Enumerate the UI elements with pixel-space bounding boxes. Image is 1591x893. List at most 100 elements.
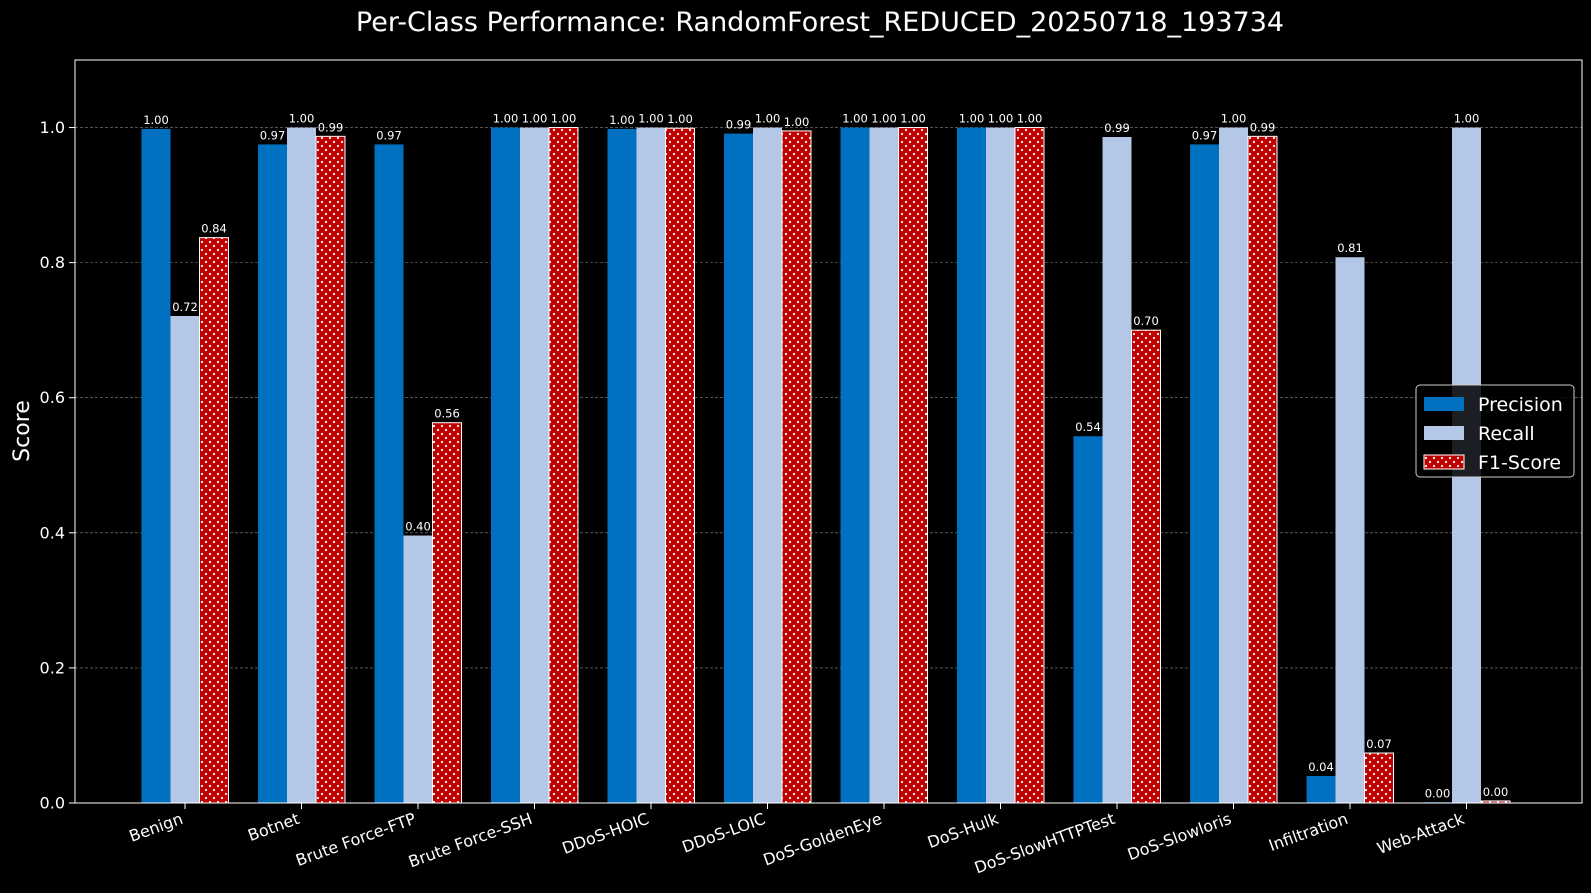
bar-precision-benign — [141, 128, 171, 803]
value-label: 1.00 — [900, 112, 926, 126]
x-tick-label: Infiltration — [1266, 809, 1350, 855]
legend-swatch — [1424, 397, 1464, 411]
value-label: 1.00 — [959, 112, 985, 126]
bar-precision-dos-goldeneye — [840, 127, 870, 803]
value-label: 1.00 — [609, 113, 635, 127]
y-tick-label: 0.8 — [40, 253, 65, 272]
value-label: 0.04 — [1308, 760, 1334, 774]
legend-label: Precision — [1478, 394, 1563, 416]
value-label: 0.00 — [1425, 786, 1451, 800]
bar-recall-botnet — [287, 127, 316, 803]
legend-swatch — [1423, 454, 1465, 470]
x-tick-label: Web-Attack — [1374, 809, 1467, 858]
x-tick-label: Brute Force-SSH — [406, 809, 535, 871]
bar-precision-infiltration — [1306, 775, 1336, 803]
x-tick-label: DoS-GoldenEye — [761, 809, 885, 870]
value-label: 1.00 — [1017, 112, 1043, 126]
bar-f1-score-brute-force-ssh — [548, 127, 579, 804]
bar-recall-dos-goldeneye — [869, 127, 899, 803]
bar-recall-ddos-hoic — [636, 127, 666, 803]
value-label: 0.99 — [318, 120, 344, 134]
value-label: 1.00 — [842, 112, 868, 126]
legend: Precision Recall F1-Score — [1415, 384, 1575, 478]
legend-label: Recall — [1478, 423, 1535, 445]
bar-f1-score-brute-force-ftp — [432, 422, 462, 804]
value-label: 0.99 — [726, 118, 752, 132]
bar-precision-botnet — [258, 144, 287, 803]
value-label: 0.84 — [201, 222, 227, 236]
x-tick-label: DoS-Hulk — [925, 809, 1002, 852]
bar-f1-score-benign — [199, 237, 229, 804]
value-label: 0.07 — [1366, 737, 1392, 751]
bar-recall-dos-hulk — [986, 127, 1015, 803]
value-label: 0.72 — [172, 300, 198, 314]
y-tick-label: 0.2 — [40, 658, 65, 677]
bar-precision-brute-force-ssh — [491, 127, 520, 803]
bar-recall-brute-force-ftp — [403, 535, 433, 803]
x-tick-label: DDoS-HOIC — [559, 809, 651, 858]
value-label: 1.00 — [1454, 112, 1480, 126]
bar-f1-score-dos-hulk — [1014, 127, 1045, 804]
bar-f1-score-ddos-loic — [781, 130, 812, 804]
bar-precision-brute-force-ftp — [374, 144, 404, 803]
x-tick-label: DoS-Slowloris — [1125, 809, 1234, 864]
y-tick-label: 0.6 — [40, 388, 65, 407]
value-label: 1.00 — [638, 112, 664, 126]
y-tick-label: 0.0 — [40, 794, 65, 813]
x-tick-label: Brute Force-FTP — [293, 809, 419, 870]
bar-recall-dos-slowloris — [1219, 127, 1248, 803]
value-label: 0.40 — [405, 520, 431, 534]
value-label: 1.00 — [143, 113, 169, 127]
value-label: 0.70 — [1133, 314, 1159, 328]
plot-frame — [74, 59, 1583, 804]
chart-title: Per-Class Performance: RandomForest_REDU… — [356, 7, 1284, 38]
value-label: 1.00 — [1221, 112, 1247, 126]
x-tick-label: DDoS-LOIC — [679, 809, 767, 857]
x-tick-label: Botnet — [245, 809, 302, 845]
value-label: 1.00 — [551, 112, 577, 126]
value-label: 1.00 — [667, 112, 693, 126]
bar-recall-brute-force-ssh — [520, 127, 549, 803]
value-label: 1.00 — [755, 112, 781, 126]
value-label: 1.00 — [871, 112, 897, 126]
value-label: 1.00 — [493, 112, 519, 126]
y-axis-label: Score — [10, 400, 35, 462]
legend-label: F1-Score — [1478, 452, 1561, 474]
bar-precision-dos-slowloris — [1190, 144, 1219, 803]
value-label: 0.97 — [1192, 128, 1218, 142]
bar-recall-ddos-loic — [753, 127, 782, 803]
value-label: 1.00 — [522, 112, 548, 126]
bar-precision-dos-hulk — [957, 127, 986, 803]
value-label: 0.97 — [260, 128, 286, 142]
bar-f1-score-dos-slowloris — [1247, 135, 1278, 804]
value-label: 0.81 — [1337, 241, 1363, 255]
bar-precision-ddos-hoic — [607, 128, 637, 803]
legend-swatch — [1424, 426, 1464, 440]
value-labels-layer: 1.000.720.840.971.000.990.970.400.561.00… — [143, 112, 1508, 801]
bar-recall-dos-slowhttptest — [1102, 137, 1132, 803]
bar-recall-infiltration — [1335, 257, 1365, 803]
bar-f1-score-dos-slowhttptest — [1131, 329, 1161, 804]
bar-f1-score-ddos-hoic — [665, 127, 695, 804]
value-label: 1.00 — [289, 112, 315, 126]
x-tick-label: Benign — [127, 809, 186, 846]
bar-f1-score-dos-goldeneye — [898, 127, 928, 804]
bars-layer — [141, 127, 1511, 804]
value-label: 0.99 — [1250, 120, 1276, 134]
value-label: 0.99 — [1104, 121, 1130, 135]
y-tick-label: 1.0 — [40, 118, 65, 137]
value-label: 0.00 — [1483, 785, 1509, 799]
bar-recall-benign — [170, 315, 200, 803]
y-tick-label: 0.4 — [40, 523, 65, 542]
bar-precision-ddos-loic — [724, 133, 753, 804]
value-label: 1.00 — [988, 112, 1014, 126]
value-label: 1.00 — [784, 115, 810, 129]
value-label: 0.56 — [434, 407, 460, 421]
bar-precision-dos-slowhttptest — [1073, 436, 1103, 803]
bar-f1-score-infiltration — [1364, 752, 1394, 804]
y-axis: 0.0 0.2 0.4 0.6 0.8 1.0 — [40, 118, 75, 813]
bar-f1-score-botnet — [315, 135, 346, 804]
